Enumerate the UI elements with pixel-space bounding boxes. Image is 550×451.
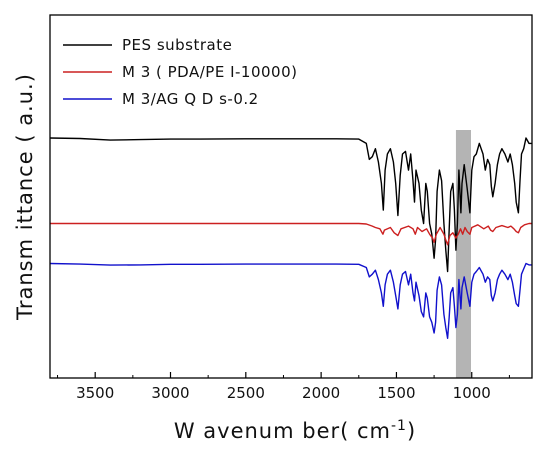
- legend-label-2: M 3 ( PDA/PE I-10000): [122, 63, 298, 81]
- legend-label-1: PES substrate: [122, 36, 232, 54]
- spectra-group: [49, 137, 532, 339]
- legend-label-3: M 3/AG Q D s-0.2: [122, 90, 259, 108]
- x-axis-title: W avenum ber( cm-1): [174, 418, 416, 443]
- x-axis-title-sup: -1: [391, 418, 407, 434]
- x-tick-label: 3000: [151, 384, 189, 402]
- x-axis-ticks: 3500 3000 2500 2000 1500 1000: [57, 372, 510, 402]
- y-axis-title: Transm ittance ( a.u.): [13, 73, 37, 321]
- x-tick-label: 3500: [76, 384, 114, 402]
- x-tick-label: 1000: [453, 384, 491, 402]
- series-line-1: [49, 137, 532, 273]
- x-tick-label: 2000: [302, 384, 340, 402]
- legend: PES substrate M 3 ( PDA/PE I-10000) M 3/AG…: [63, 36, 298, 108]
- x-axis-title-close: ): [407, 419, 416, 443]
- x-tick-label: 2500: [227, 384, 265, 402]
- series-line-3: [49, 262, 532, 339]
- plot-frame: [49, 14, 533, 379]
- x-tick-label: 1500: [377, 384, 415, 402]
- x-axis-title-main: W avenum ber( cm: [174, 419, 391, 443]
- series-line-2: [50, 222, 532, 246]
